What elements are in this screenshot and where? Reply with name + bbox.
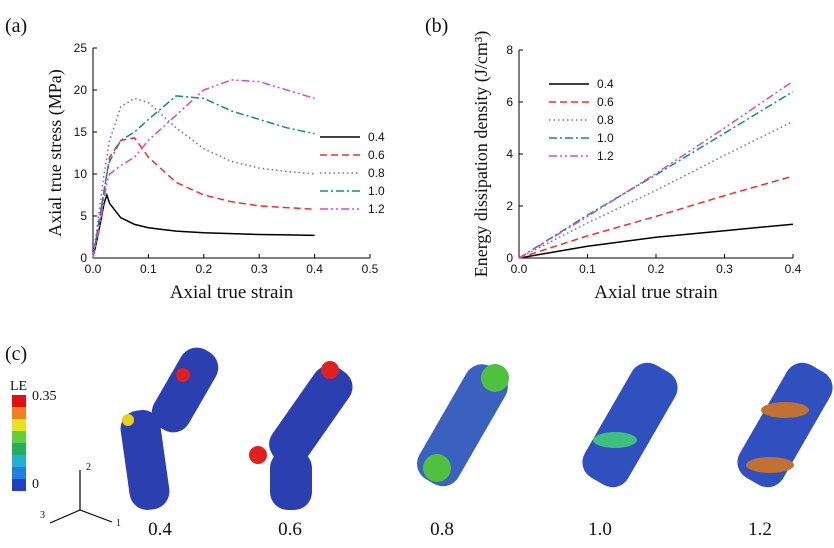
legend-label: 1.0 (368, 184, 385, 198)
y-tick-label: 0 (80, 251, 87, 265)
x-tick-label: 0.1 (579, 262, 596, 276)
colorbar-min: 0 (32, 477, 39, 492)
y-tick-label: 5 (80, 209, 87, 223)
models (120, 347, 833, 510)
y-tick-label: 8 (506, 43, 513, 57)
series-line (92, 95, 315, 259)
y-tick-label: 15 (74, 125, 88, 139)
legend-label: 1.0 (597, 131, 614, 145)
y-tick-label: 0 (506, 251, 513, 265)
legend-label: 0.8 (368, 166, 385, 180)
x-tick-label: 0.4 (306, 262, 323, 276)
x-tick-label: 0.2 (195, 262, 212, 276)
panel-label: (c) (5, 343, 27, 365)
series-line (518, 175, 794, 259)
series-line (518, 223, 794, 259)
legend-label: 1.2 (597, 149, 614, 163)
y-tick-label: 4 (506, 147, 513, 161)
legend-label: 0.6 (597, 95, 614, 109)
model-label: 0.4 (148, 519, 172, 540)
panel-label: (b) (425, 15, 448, 37)
x-tick-label: 0.5 (362, 262, 379, 276)
legend-label: 0.4 (597, 77, 614, 91)
x-tick-label: 0.0 (85, 262, 102, 276)
y-tick-label: 10 (74, 167, 88, 181)
y-tick-label: 25 (74, 41, 88, 55)
x-tick-label: 0.2 (648, 262, 665, 276)
coordinate-triad (49, 470, 113, 524)
panel-label: (a) (5, 15, 27, 37)
colorbar (12, 395, 26, 491)
x-tick-label: 0.3 (251, 262, 268, 276)
colorbar-title: LE (10, 379, 27, 394)
axis-label: 2 (86, 462, 91, 473)
model-label: 1.2 (748, 519, 772, 540)
legend-label: 0.6 (368, 148, 385, 162)
series-line (92, 79, 315, 259)
y-axis-title: Energy dissipation density (J/cm³) (471, 31, 492, 278)
series-line (92, 137, 315, 259)
y-tick-label: 2 (506, 199, 513, 213)
model-label: 0.6 (278, 519, 302, 540)
y-tick-label: 6 (506, 95, 513, 109)
colorbar-max: 0.35 (32, 389, 57, 404)
legend-label: 0.4 (368, 130, 385, 144)
legend-label: 0.8 (597, 113, 614, 127)
axis-label: 1 (116, 518, 121, 529)
model-label: 1.0 (588, 519, 612, 540)
y-axis-title: Axial true stress (MPa) (45, 69, 66, 236)
legend-label: 1.2 (368, 202, 385, 216)
x-tick-label: 0.4 (785, 262, 802, 276)
model-label: 0.8 (430, 519, 454, 540)
axis-label: 3 (40, 510, 45, 521)
x-tick-label: 0.1 (140, 262, 157, 276)
series-line (518, 80, 794, 259)
x-tick-label: 0.3 (716, 262, 733, 276)
x-axis-title: Axial true strain (594, 282, 718, 303)
x-tick-label: 0.0 (511, 262, 528, 276)
series-line (92, 97, 315, 259)
x-axis-title: Axial true strain (170, 282, 294, 303)
series-line (92, 192, 315, 259)
y-tick-label: 20 (74, 83, 88, 97)
